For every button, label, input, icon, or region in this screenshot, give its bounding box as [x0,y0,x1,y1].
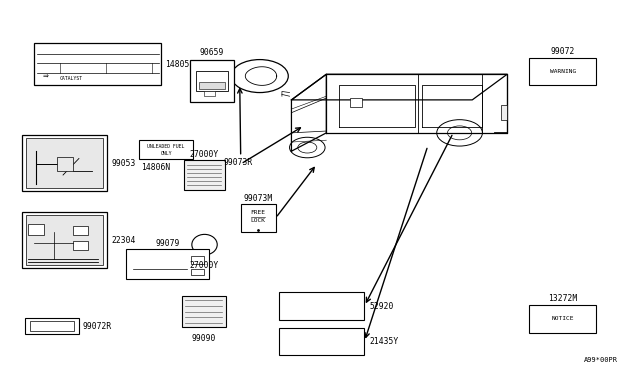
FancyBboxPatch shape [351,98,362,107]
FancyBboxPatch shape [30,321,74,331]
Text: 99073M: 99073M [243,194,273,203]
FancyBboxPatch shape [200,81,225,89]
Text: CATALYST: CATALYST [60,76,83,81]
Text: LOCK: LOCK [251,218,266,223]
Text: 13272M: 13272M [548,294,577,303]
FancyBboxPatch shape [184,160,225,190]
Text: 27000Y: 27000Y [189,150,219,159]
Text: 99073R: 99073R [223,158,253,167]
Text: 22304: 22304 [111,235,136,244]
FancyBboxPatch shape [529,305,596,333]
Text: ONLY: ONLY [161,151,172,156]
FancyBboxPatch shape [501,105,507,120]
FancyBboxPatch shape [139,140,193,158]
FancyBboxPatch shape [191,269,204,275]
FancyBboxPatch shape [196,71,228,91]
Text: 99090: 99090 [192,334,216,343]
FancyBboxPatch shape [26,215,103,265]
Text: 14806N: 14806N [141,163,170,172]
FancyBboxPatch shape [72,241,88,250]
Text: WARNING: WARNING [550,69,576,74]
FancyBboxPatch shape [127,249,209,279]
Text: 14805: 14805 [165,60,189,69]
FancyBboxPatch shape [26,138,103,188]
FancyBboxPatch shape [35,43,161,85]
Text: 21435Y: 21435Y [369,337,399,346]
FancyBboxPatch shape [279,328,364,355]
Text: 99079: 99079 [156,239,180,248]
Text: 52920: 52920 [369,302,394,311]
FancyBboxPatch shape [25,318,79,334]
Text: 99072: 99072 [550,46,575,56]
FancyBboxPatch shape [22,135,108,192]
FancyBboxPatch shape [190,60,234,102]
Text: UNLEADED FUEL: UNLEADED FUEL [147,144,185,149]
Text: FREE: FREE [251,210,266,215]
Text: 90659: 90659 [200,48,225,58]
FancyBboxPatch shape [57,157,72,171]
FancyBboxPatch shape [191,256,204,264]
FancyBboxPatch shape [72,226,88,235]
FancyBboxPatch shape [182,296,226,327]
Text: 99072R: 99072R [83,322,112,331]
Text: NOTICE: NOTICE [552,316,574,321]
FancyBboxPatch shape [28,224,44,235]
Text: A99*00PR: A99*00PR [584,357,618,363]
FancyBboxPatch shape [204,92,215,96]
FancyBboxPatch shape [529,58,596,85]
Text: ⇒: ⇒ [43,74,49,80]
Text: 27000Y: 27000Y [190,261,219,270]
FancyBboxPatch shape [279,292,364,320]
FancyBboxPatch shape [241,204,276,232]
FancyBboxPatch shape [37,63,159,73]
FancyBboxPatch shape [22,212,108,269]
Text: 99053: 99053 [111,158,136,168]
